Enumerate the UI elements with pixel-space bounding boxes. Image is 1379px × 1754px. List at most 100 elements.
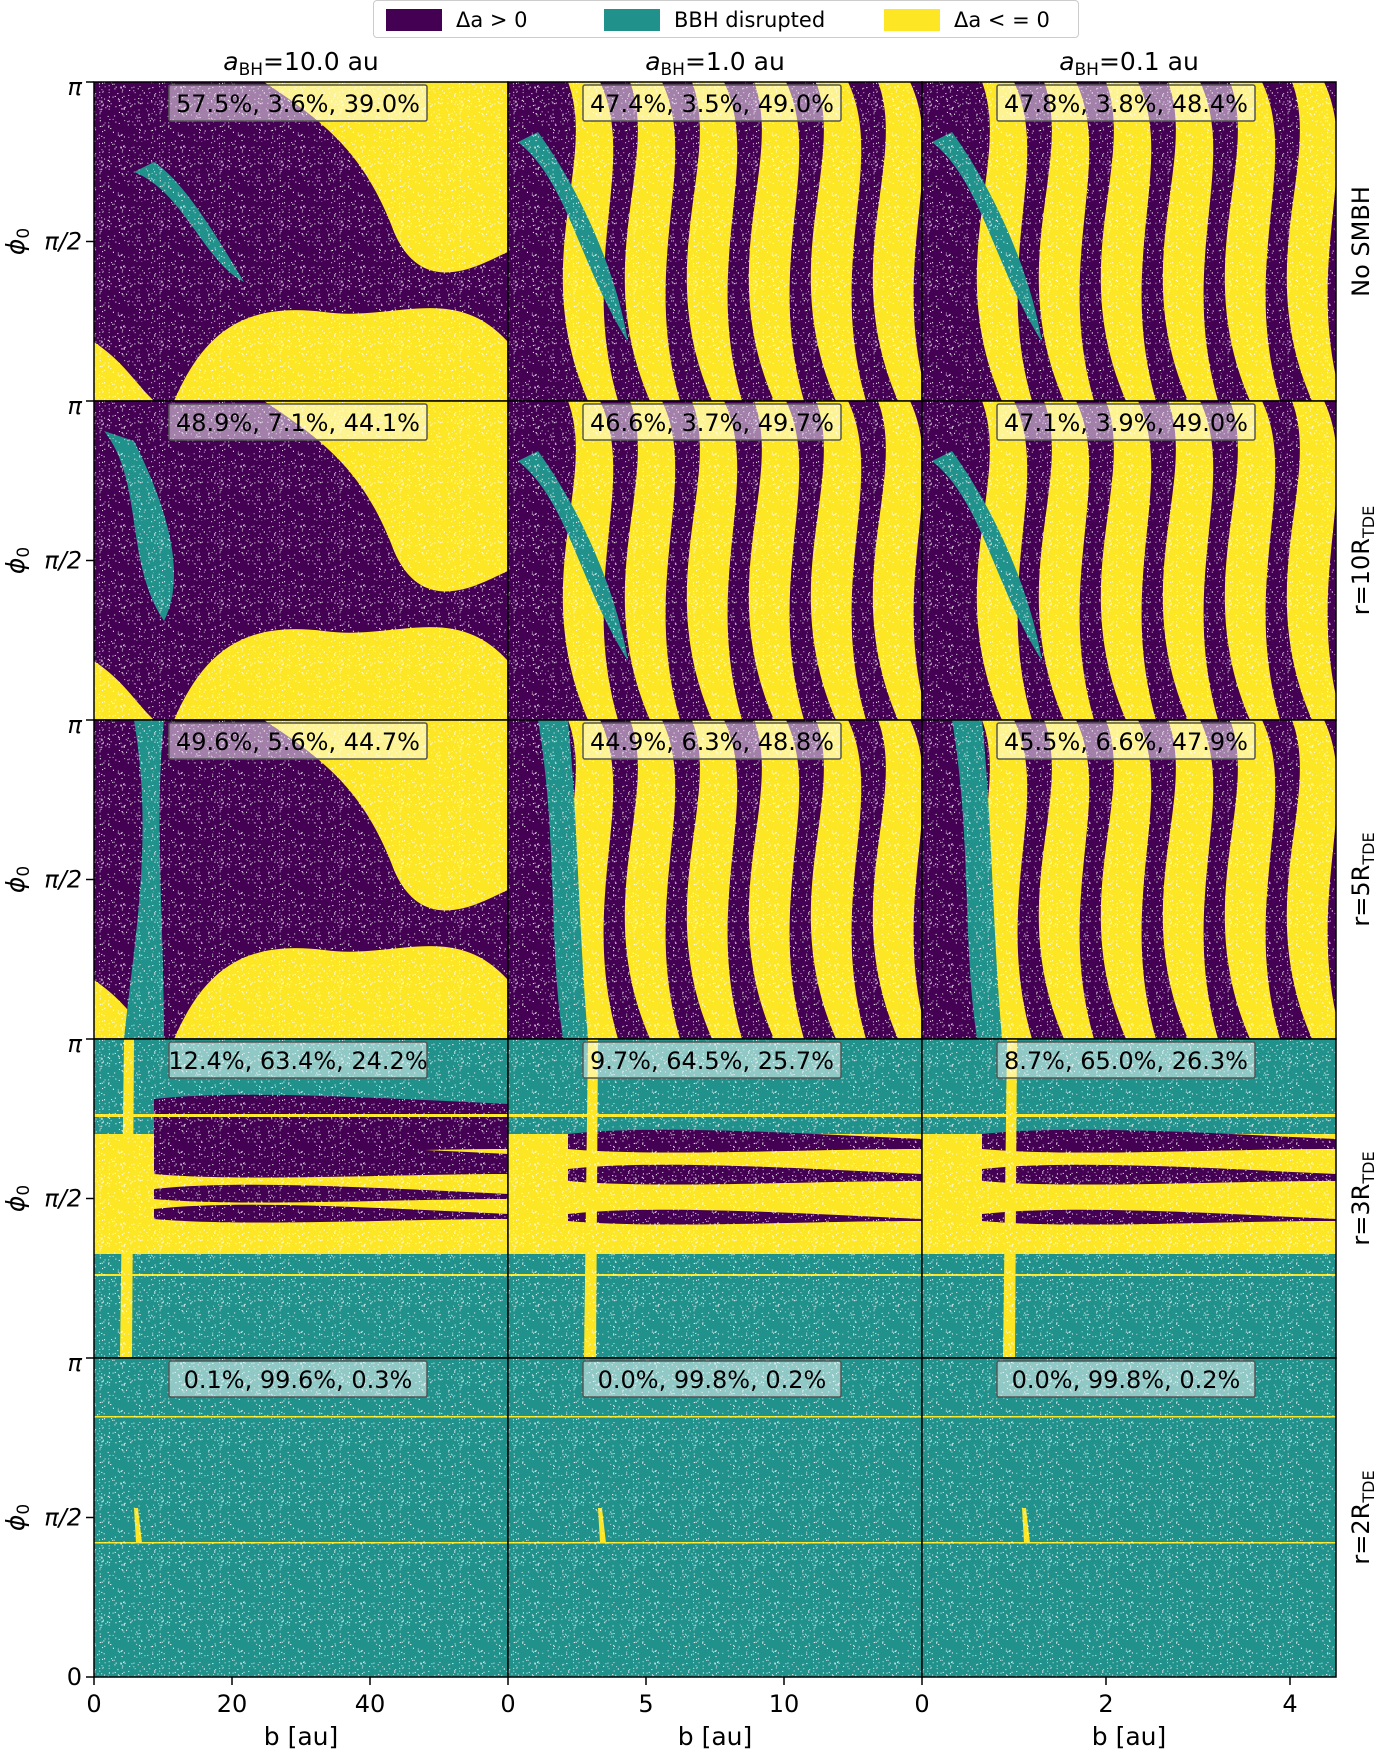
speckle-overlay [508,720,922,1039]
panel-annotation: 0.0%, 99.8%, 0.2% [996,1360,1256,1398]
panel-annotation: 0.0%, 99.8%, 0.2% [582,1360,842,1398]
panel-annotation: 57.5%, 3.6%, 39.0% [168,84,428,122]
panel-r2-c0: 49.6%, 5.6%, 44.7% [94,720,508,1039]
panel-annotation: 49.6%, 5.6%, 44.7% [168,722,428,760]
annotation-text: 44.9%, 6.3%, 48.8% [590,728,834,756]
annotation-text: 0.0%, 99.8%, 0.2% [598,1366,827,1394]
legend-item-negative: Δa < = 0 [884,7,1050,33]
speckle-overlay [94,401,508,720]
panel-r4-c2: 0.0%, 99.8%, 0.2% [922,1358,1336,1677]
y-axis-label: ϕ0 [1,228,34,255]
annotation-text: 9.7%, 64.5%, 25.7% [590,1047,834,1075]
panel-annotation: 48.9%, 7.1%, 44.1% [168,403,428,441]
annotation-text: 8.7%, 65.0%, 26.3% [1004,1047,1248,1075]
panel-r4-c1: 0.0%, 99.8%, 0.2% [508,1358,922,1677]
column-title: aBH=1.0 au [645,47,785,80]
y-tick-label: π [68,73,83,101]
annotation-box [996,1041,1256,1079]
y-axis-label: ϕ0 [1,547,34,574]
column-title: aBH=10.0 au [223,47,379,80]
speckle-overlay [94,82,508,401]
panel-annotation: 9.7%, 64.5%, 25.7% [582,1041,842,1079]
annotation-box [582,403,842,441]
y-axis-label: ϕ0 [1,1185,34,1212]
annotation-box [996,722,1256,760]
panel-r3-c0: 12.4%, 63.4%, 24.2% [94,1039,508,1358]
speckle-overlay [508,1039,922,1358]
speckle-overlay [922,401,1336,720]
panel-r0-c0: 57.5%, 3.6%, 39.0% [94,82,508,401]
x-axis-label: b [au] [264,1722,339,1751]
speckle-overlay [508,1358,922,1677]
legend-label-disrupted: BBH disrupted [674,8,826,32]
annotation-text: 47.8%, 3.8%, 48.4% [1004,90,1248,118]
x-tick-label: 0 [500,1690,515,1718]
y-axis-label: ϕ0 [1,1504,34,1531]
y-tick-label: π/2 [44,866,82,894]
legend-label-negative: Δa < = 0 [954,8,1050,32]
annotation-text: 46.6%, 3.7%, 49.7% [590,409,834,437]
legend-swatch-negative [884,9,940,31]
panel-r2-c2: 45.5%, 6.6%, 47.9% [922,720,1336,1039]
panel-annotation: 46.6%, 3.7%, 49.7% [582,403,842,441]
annotation-box [582,1041,842,1079]
x-tick-label: 20 [217,1690,248,1718]
row-label: r=2RTDE [1347,1470,1378,1564]
y-tick-label: π/2 [44,547,82,575]
speckle-overlay [922,82,1336,401]
y-tick-label: π [68,1349,83,1377]
panel-r1-c2: 47.1%, 3.9%, 49.0% [922,401,1336,720]
panel-frame [921,1357,1337,1678]
annotation-box [168,403,428,441]
annotation-text: 57.5%, 3.6%, 39.0% [176,90,420,118]
panel-annotation: 45.5%, 6.6%, 47.9% [996,722,1256,760]
speckle-overlay [508,401,922,720]
annotation-text: 0.0%, 99.8%, 0.2% [1012,1366,1241,1394]
speckle-overlay [922,1358,1336,1677]
annotation-box [168,1360,428,1398]
annotation-box [996,403,1256,441]
x-axis-label: b [au] [678,1722,753,1751]
panel-annotation: 47.1%, 3.9%, 49.0% [996,403,1256,441]
panel-annotation: 0.1%, 99.6%, 0.3% [168,1360,428,1398]
annotation-text: 0.1%, 99.6%, 0.3% [184,1366,413,1394]
panel-r2-c1: 44.9%, 6.3%, 48.8% [508,720,922,1039]
annotation-box [582,1360,842,1398]
panel-r3-c1: 9.7%, 64.5%, 25.7% [508,1039,922,1358]
speckle-overlay [94,1358,508,1677]
panel-r3-c2: 8.7%, 65.0%, 26.3% [922,1039,1336,1358]
y-tick-label: π [68,392,83,420]
y-tick-label: 0 [67,1663,82,1691]
panel-r0-c2: 47.8%, 3.8%, 48.4% [922,82,1336,401]
legend-item-positive: Δa > 0 [386,7,528,33]
annotation-text: 47.1%, 3.9%, 49.0% [1004,409,1248,437]
row-label: No SMBH [1347,186,1375,297]
annotation-box [996,84,1256,122]
legend-label-positive: Δa > 0 [456,8,528,32]
y-tick-label: π [68,1030,83,1058]
x-tick-label: 2 [1098,1690,1113,1718]
panel-annotation: 47.8%, 3.8%, 48.4% [996,84,1256,122]
annotation-box [168,1041,428,1079]
speckle-overlay [922,1039,1336,1358]
row-label: r=5RTDE [1347,832,1378,926]
annotation-text: 48.9%, 7.1%, 44.1% [176,409,420,437]
annotation-text: 45.5%, 6.6%, 47.9% [1004,728,1248,756]
speckle-overlay [94,1039,508,1358]
y-tick-label: π/2 [44,228,82,256]
annotation-box [168,722,428,760]
x-tick-label: 40 [355,1690,386,1718]
x-axis-label: b [au] [1092,1722,1167,1751]
row-label: r=10RTDE [1347,506,1378,615]
speckle-overlay [94,720,508,1039]
panel-annotation: 44.9%, 6.3%, 48.8% [582,722,842,760]
column-title: aBH=0.1 au [1059,47,1199,80]
panel-r4-c0: 0.1%, 99.6%, 0.3% [94,1358,508,1677]
y-tick-label: π/2 [44,1504,82,1532]
annotation-box [168,84,428,122]
annotation-box [582,84,842,122]
annotation-box [996,1360,1256,1398]
x-tick-label: 10 [769,1690,800,1718]
x-tick-label: 0 [86,1690,101,1718]
